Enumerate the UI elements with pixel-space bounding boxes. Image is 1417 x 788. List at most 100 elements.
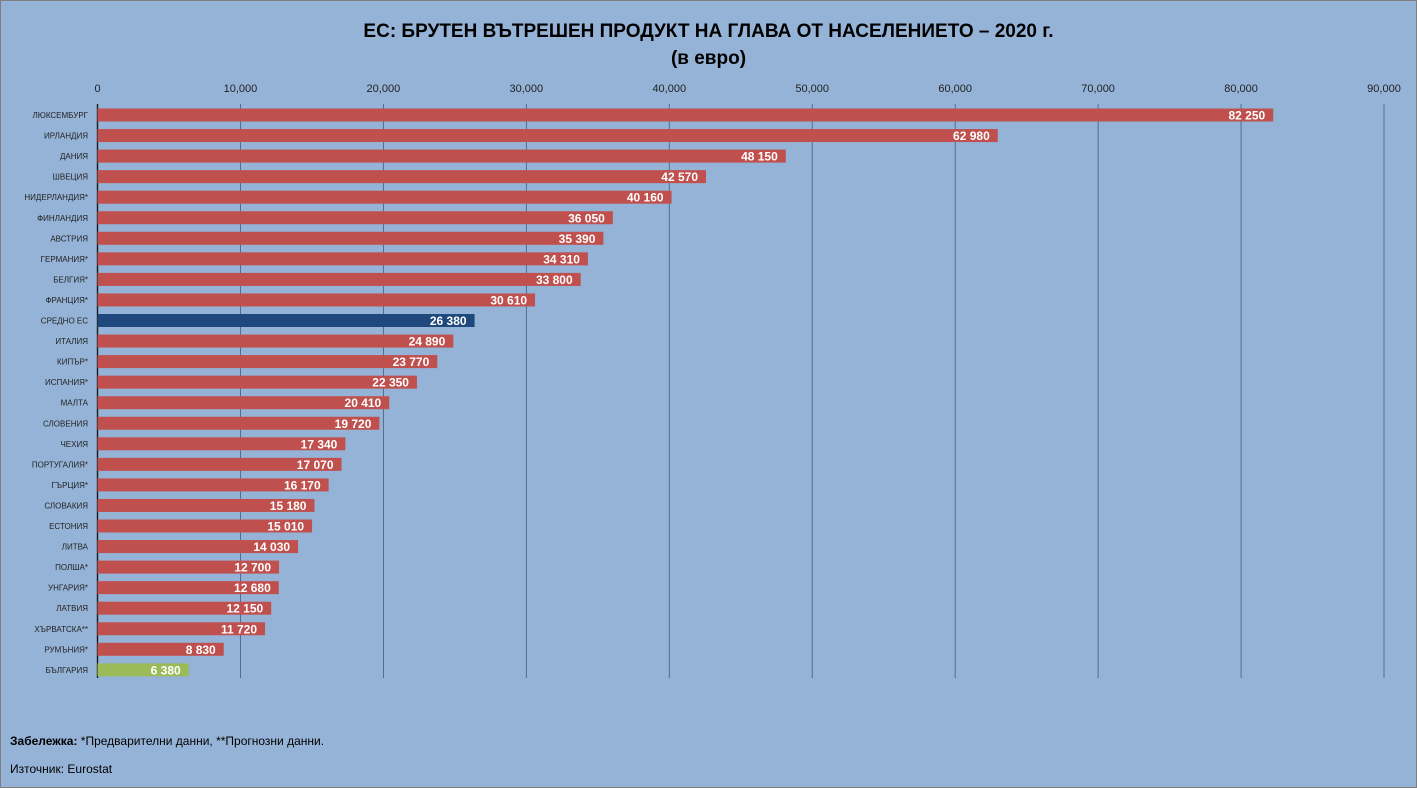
footnote-text: *Предварителни данни, **Прогнозни данни. (77, 734, 325, 748)
category-label: ЛИТВА (62, 543, 89, 552)
bar (97, 211, 613, 225)
category-label: ИСПАНИЯ* (45, 378, 88, 387)
x-tick-label: 20,000 (367, 83, 401, 95)
bar (97, 416, 380, 430)
footnote-label: Забележка: (10, 734, 78, 748)
category-label: ФРАНЦИЯ* (45, 296, 88, 305)
bar-value-label: 15 180 (270, 499, 307, 513)
bar-value-label: 24 890 (409, 335, 446, 349)
footnote: Забележка: *Предварителни данни, **Прогн… (10, 734, 324, 748)
bar (97, 642, 224, 656)
bar-value-label: 33 800 (536, 273, 573, 287)
category-label: РУМЪНИЯ* (44, 645, 88, 654)
bar (97, 622, 266, 636)
bar-value-label: 82 250 (1229, 109, 1266, 123)
bar (97, 601, 272, 615)
bar-value-label: 48 150 (741, 150, 778, 164)
bar-value-label: 40 160 (627, 191, 664, 205)
category-label: ЛЮКСЕМБУРГ (33, 111, 89, 120)
bar (97, 190, 672, 204)
bar (97, 129, 998, 143)
bar (97, 498, 315, 512)
bar (97, 231, 604, 245)
x-tick-label: 40,000 (652, 83, 686, 95)
bar (97, 560, 280, 574)
bar (97, 252, 588, 266)
chart-title: ЕС: БРУТЕН ВЪТРЕШЕН ПРОДУКТ НА ГЛАВА ОТ … (363, 21, 1054, 42)
x-tick-label: 60,000 (938, 83, 972, 95)
bar (97, 272, 581, 286)
bar-value-label: 62 980 (953, 129, 990, 143)
bar (97, 149, 786, 163)
bar (97, 478, 329, 492)
bar-value-label: 20 410 (345, 396, 382, 410)
category-label: ИРЛАНДИЯ (44, 132, 88, 141)
bar-chart: 0 10,000 20,000 30,000 40,000 50,000 60,000 70,… (24, 83, 1401, 678)
bar-value-label: 16 170 (284, 478, 321, 492)
bar-value-label: 14 030 (253, 540, 290, 554)
bar (97, 334, 454, 348)
bar-value-label: 8 830 (186, 643, 216, 657)
bar-value-label: 15 010 (267, 520, 304, 534)
bar-value-label: 42 570 (661, 170, 698, 184)
x-tick-label: 30,000 (510, 83, 544, 95)
bar (97, 170, 707, 184)
bar (97, 540, 299, 554)
bar (97, 375, 417, 389)
bar-value-label: 34 310 (543, 252, 580, 266)
bar (97, 457, 342, 471)
bar-value-label: 36 050 (568, 211, 605, 225)
x-tick-label: 50,000 (795, 83, 829, 95)
chart-title-block: ЕС: БРУТЕН ВЪТРЕШЕН ПРОДУКТ НА ГЛАВА ОТ … (0, 18, 1417, 72)
bar-value-label: 19 720 (335, 417, 372, 431)
bar (97, 108, 1274, 122)
category-label: ЧЕХИЯ (60, 440, 88, 449)
bar (97, 663, 189, 677)
category-label: АВСТРИЯ (50, 234, 88, 243)
category-label: ПОРТУГАЛИЯ* (32, 460, 88, 469)
bar (97, 355, 438, 369)
x-tick-label: 10,000 (224, 83, 258, 95)
category-label: БЕЛГИЯ* (53, 275, 88, 284)
bar-value-label: 35 390 (559, 232, 596, 246)
x-tick-label: 70,000 (1081, 83, 1115, 95)
bar (97, 396, 390, 410)
category-label: СЛОВАКИЯ (44, 501, 88, 510)
category-label: УНГАРИЯ* (48, 584, 88, 593)
bar (97, 519, 313, 533)
category-label: КИПЪР* (57, 358, 88, 367)
category-label: МАЛТА (61, 399, 89, 408)
chart-subtitle: (в евро) (670, 48, 747, 69)
x-tick-label: 0 (94, 83, 100, 95)
category-label: ДАНИЯ (60, 152, 88, 161)
value-labels: 82 250 62 980 48 150 42 570 40 160 36 050 35 3… (151, 109, 1266, 678)
category-label: ПОЛША* (55, 563, 88, 572)
category-label: НИДЕРЛАНДИЯ* (24, 193, 88, 202)
category-label: ФИНЛАНДИЯ (37, 214, 88, 223)
bar-value-label: 12 700 (234, 561, 271, 575)
bar-value-label: 6 380 (151, 663, 181, 677)
x-tick-label: 80,000 (1224, 83, 1258, 95)
gridlines (96, 104, 1385, 678)
category-label: СЛОВЕНИЯ (43, 419, 88, 428)
bar (97, 437, 346, 451)
category-label: СРЕДНО ЕС (41, 317, 88, 326)
source-note: Източник: Eurostat (10, 762, 113, 776)
bar-value-label: 17 340 (301, 437, 338, 451)
x-axis-ticks: 0 10,000 20,000 30,000 40,000 50,000 60,000 70,… (94, 83, 1400, 95)
bars (97, 108, 1274, 677)
category-label: ИТАЛИЯ (55, 337, 88, 346)
category-label: ХЪРВАТСКА** (34, 625, 88, 634)
x-tick-label: 90,000 (1367, 83, 1401, 95)
category-label: ГЪРЦИЯ* (51, 481, 88, 490)
bar (97, 314, 475, 327)
bar (97, 293, 536, 307)
category-label: БЪЛГАРИЯ (45, 666, 88, 675)
bar-value-label: 23 770 (393, 355, 430, 369)
category-labels: ЛЮКСЕМБУРГ ИРЛАНДИЯ ДАНИЯ ШВЕЦИЯ НИДЕРЛАНДИЯ… (24, 111, 88, 675)
bar-value-label: 17 070 (297, 458, 334, 472)
bar-value-label: 22 350 (372, 376, 409, 390)
category-label: ШВЕЦИЯ (53, 173, 89, 182)
category-label: ЛАТВИЯ (56, 604, 88, 613)
bar-value-label: 12 150 (226, 602, 263, 616)
